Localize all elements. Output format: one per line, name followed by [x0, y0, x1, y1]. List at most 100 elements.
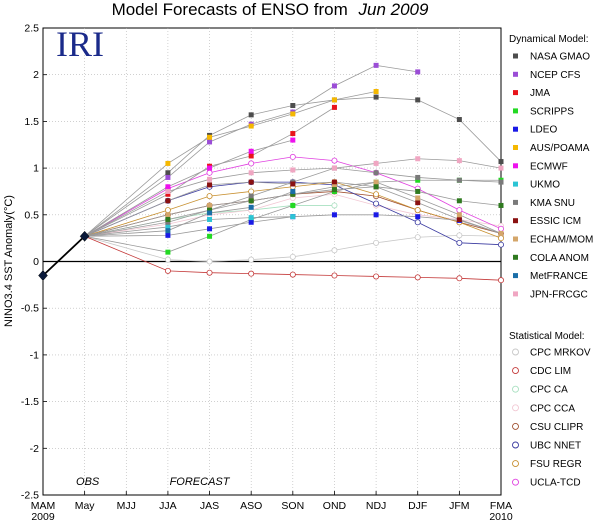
data-point: [497, 277, 504, 284]
legend-entry: CPC CCA: [530, 403, 575, 414]
data-point: [373, 170, 379, 176]
y-tick-label: 1.5: [24, 116, 39, 128]
data-point: [290, 137, 296, 143]
legend-marker: [513, 126, 518, 132]
data-point: [248, 193, 254, 199]
data-point: [206, 258, 213, 265]
data-point: [331, 184, 337, 190]
data-point: [164, 256, 171, 263]
data-point: [248, 170, 254, 176]
data-point: [373, 273, 380, 280]
data-point: [456, 158, 462, 164]
data-point: [207, 134, 213, 140]
legend-marker: [513, 145, 518, 150]
y-axis-label: NINO3.4 SST Anomaly(°C): [3, 195, 15, 327]
data-point: [373, 94, 379, 100]
forecast-annotation: FORECAST: [170, 476, 231, 488]
data-point: [248, 256, 255, 263]
data-point: [498, 159, 504, 165]
series-line: [84, 234, 502, 262]
iri-logo: IRI: [56, 24, 104, 64]
chart-title: Model Forecasts of ENSO from Jun 2009: [112, 0, 429, 19]
series-line: [84, 158, 502, 237]
data-point: [456, 177, 462, 183]
legend-marker: [512, 460, 519, 468]
data-point: [415, 195, 421, 201]
data-point: [207, 165, 213, 171]
data-point: [207, 182, 213, 188]
legend-entry: MetFRANCE: [530, 271, 588, 282]
legend-marker: [513, 53, 518, 59]
series-ukmo: [84, 214, 296, 237]
x-tick-label: SON: [281, 500, 304, 512]
y-tick-label: 0: [33, 256, 39, 268]
data-point: [289, 153, 296, 160]
data-point: [289, 271, 296, 278]
data-point: [290, 111, 296, 117]
data-point: [456, 239, 463, 246]
data-point: [207, 207, 213, 213]
series-metfrance: [84, 188, 296, 237]
series-line: [84, 179, 501, 253]
series-line: [84, 235, 502, 281]
data-point: [164, 267, 171, 274]
data-point: [165, 191, 171, 197]
legend-marker: [513, 108, 518, 114]
data-point: [373, 179, 379, 185]
data-point: [165, 232, 171, 238]
year-label: 2009: [31, 511, 55, 520]
x-tick-label: JJA: [159, 500, 177, 512]
series-aus-poama: [84, 89, 379, 237]
data-point: [165, 174, 171, 180]
legend-marker: [513, 163, 518, 169]
x-tick-label: May: [75, 500, 96, 512]
data-point: [331, 83, 337, 89]
series-fsu-regr: [84, 179, 504, 242]
data-point: [165, 212, 171, 218]
data-point: [456, 216, 462, 222]
data-point: [165, 228, 171, 234]
data-point: [415, 200, 421, 206]
observed-point: [38, 270, 48, 281]
data-point: [415, 69, 421, 75]
data-point: [165, 249, 171, 255]
legend-entry: KMA SNU: [530, 198, 575, 209]
data-point: [415, 97, 421, 103]
data-point: [331, 187, 337, 193]
data-point: [248, 153, 254, 159]
series-line: [84, 214, 502, 237]
obs-annotation: OBS: [76, 476, 100, 488]
data-point: [331, 202, 338, 209]
data-point: [207, 176, 213, 182]
legend-entry: SCRIPPS: [530, 106, 574, 117]
data-point: [373, 212, 379, 218]
legend-marker: [512, 478, 519, 486]
y-tick-label: 2: [33, 69, 39, 81]
data-point: [290, 131, 296, 137]
data-point: [331, 272, 338, 279]
data-point: [207, 210, 213, 216]
legend-entry: ESSIC ICM: [530, 216, 581, 227]
data-point: [165, 216, 171, 222]
y-tick-label: 1: [33, 163, 39, 175]
legend-marker: [512, 422, 519, 430]
legend-marker: [513, 218, 518, 224]
data-point: [331, 157, 338, 164]
data-point: [248, 188, 255, 195]
series-line: [84, 181, 502, 239]
series-line: [84, 107, 335, 237]
legend-marker: [513, 71, 518, 77]
data-point: [415, 188, 421, 194]
legend-entry: ECHAM/MOM: [530, 235, 593, 246]
data-point: [497, 225, 504, 232]
chart-title-date: Jun 2009: [357, 0, 428, 19]
data-point: [165, 198, 171, 204]
observed-point: [79, 230, 90, 242]
data-point: [373, 89, 379, 95]
data-point: [207, 202, 213, 208]
y-tick-label: -1.5: [21, 396, 39, 408]
data-point: [289, 253, 296, 260]
legend-marker: [513, 90, 518, 96]
data-point: [373, 160, 379, 166]
